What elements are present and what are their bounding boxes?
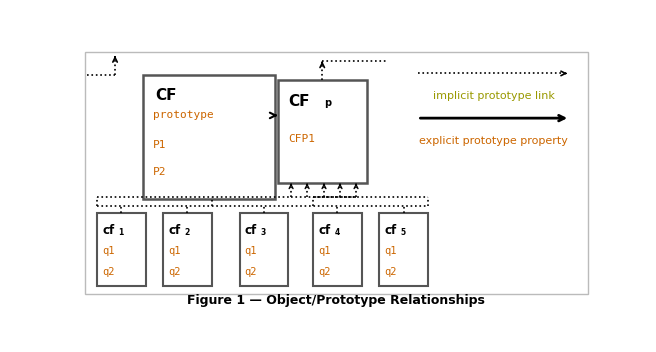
Text: CF: CF (288, 94, 310, 109)
Text: q1: q1 (384, 246, 397, 256)
Bar (379, 213, 428, 286)
Text: 5: 5 (401, 228, 406, 237)
Text: CFP1: CFP1 (288, 134, 315, 144)
Text: implicit prototype link: implicit prototype link (433, 91, 555, 101)
Text: P2: P2 (153, 167, 167, 177)
Text: p: p (325, 98, 332, 108)
Bar (314, 213, 361, 286)
Bar (85, 52, 588, 294)
Text: q2: q2 (384, 267, 397, 277)
Text: 3: 3 (261, 228, 266, 237)
Text: cf: cf (102, 224, 115, 237)
Text: cf: cf (245, 224, 257, 237)
Bar (277, 80, 367, 183)
Text: P1: P1 (153, 140, 167, 150)
Text: cf: cf (169, 224, 180, 237)
Text: Figure 1 — Object/Prototype Relationships: Figure 1 — Object/Prototype Relationship… (187, 294, 485, 307)
Text: prototype: prototype (153, 110, 214, 120)
Text: 4: 4 (335, 228, 340, 237)
Text: q2: q2 (102, 267, 115, 277)
Bar (143, 75, 276, 200)
Text: explicit prototype property: explicit prototype property (419, 136, 568, 146)
Text: q1: q1 (102, 246, 115, 256)
Text: q1: q1 (318, 246, 331, 256)
Bar (163, 213, 212, 286)
Text: q1: q1 (245, 246, 257, 256)
Text: cf: cf (318, 224, 331, 237)
Text: 1: 1 (119, 228, 124, 237)
Bar (239, 213, 288, 286)
Bar (97, 213, 146, 286)
Text: CF: CF (155, 88, 177, 103)
Text: q2: q2 (245, 267, 257, 277)
Text: q2: q2 (318, 267, 331, 277)
Text: cf: cf (384, 224, 397, 237)
Text: 2: 2 (185, 228, 190, 237)
Text: q1: q1 (169, 246, 181, 256)
Text: q2: q2 (169, 267, 181, 277)
